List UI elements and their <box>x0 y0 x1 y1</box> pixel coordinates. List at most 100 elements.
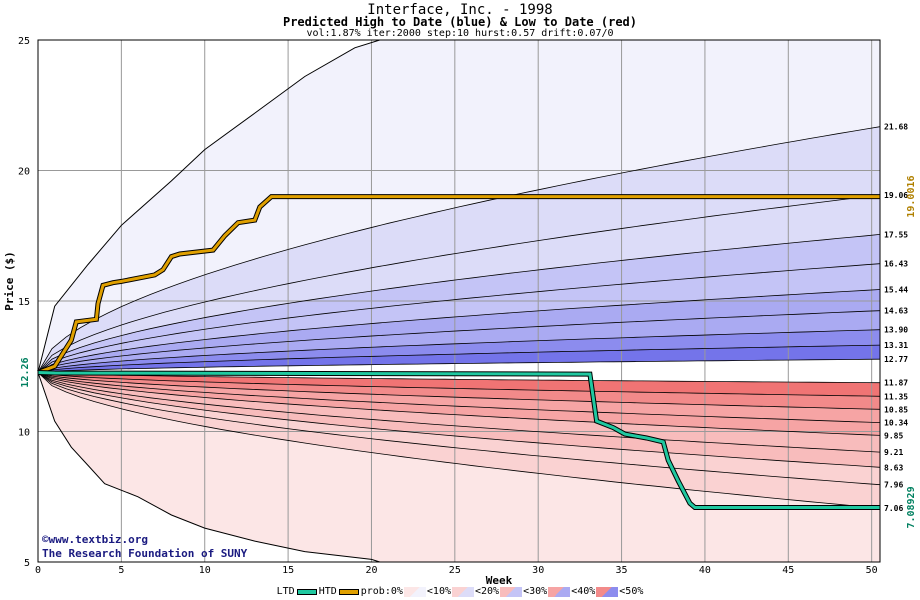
legend-prob-label: prob:0% <box>360 586 403 597</box>
credit-organization: The Research Foundation of SUNY <box>42 547 248 560</box>
series-lines <box>37 194 880 510</box>
legend-box-40 <box>596 586 619 597</box>
band-boundary-4 <box>37 289 881 373</box>
envelope-curves <box>37 39 881 563</box>
y-tick-label-5: 5 <box>24 558 30 569</box>
band-low-5 <box>38 372 880 468</box>
legend-level-30: <30% <box>523 586 548 597</box>
x-tick-label-35: 35 <box>616 565 628 576</box>
end-label-3: 16.43 <box>884 260 908 269</box>
band-high-0 <box>38 345 880 373</box>
end-label-14: 9.21 <box>884 448 903 457</box>
htd-final-label: 19.0016 <box>906 175 917 217</box>
chart-subtitle: Predicted High to Date (blue) & Low to D… <box>282 15 637 29</box>
end-label-2: 17.55 <box>884 230 908 239</box>
band-high-4 <box>38 263 880 373</box>
band-boundary-12 <box>37 372 881 423</box>
band-boundary-17 <box>37 372 881 509</box>
band-boundary-3 <box>37 310 881 373</box>
legend-ltd-swatch <box>296 588 317 595</box>
ltd-final-label: 7.08929 <box>906 486 917 528</box>
end-labels: 21.68 19.06 17.55 16.43 15.44 14.63 13.90 13.31… <box>884 123 917 529</box>
band-low-0 <box>38 372 880 397</box>
legend-level-10: <10% <box>426 586 451 597</box>
band-boundary-10 <box>37 372 881 397</box>
legend-level-50: <50% <box>619 586 644 597</box>
end-label-9: 11.87 <box>884 379 908 388</box>
x-axis-label: Week <box>486 574 513 587</box>
x-tick-label-40: 40 <box>699 565 711 576</box>
chart-title: Interface, Inc. - 1998 <box>367 2 553 18</box>
end-label-13: 9.85 <box>884 431 903 440</box>
x-tick-label-50: 50 <box>866 565 878 576</box>
x-tick-label-5: 5 <box>118 565 124 576</box>
band-high-2 <box>38 310 880 373</box>
envelope-lower-mask <box>38 372 380 562</box>
legend-box-10 <box>452 586 474 597</box>
band-boundary-15 <box>37 372 881 468</box>
band-upper-outer <box>38 40 880 373</box>
band-boundary-13 <box>37 372 881 436</box>
start-price-label: 12.26 <box>20 357 31 387</box>
legend-htd-swatch <box>338 588 359 595</box>
end-label-16: 7.96 <box>884 481 903 490</box>
end-label-8: 12.77 <box>884 355 908 364</box>
credit-url: ©www.textbiz.org <box>42 533 148 546</box>
legend-box-0 <box>403 586 426 597</box>
x-tick-label-25: 25 <box>449 565 461 576</box>
end-label-17: 7.06 <box>884 504 903 513</box>
end-label-12: 10.34 <box>884 419 908 428</box>
band-high-7 <box>38 126 880 373</box>
band-boundary-16 <box>37 372 881 486</box>
x-tick-label-45: 45 <box>782 565 794 576</box>
band-high-3 <box>38 289 880 373</box>
end-label-5: 14.63 <box>884 307 908 316</box>
band-high-6 <box>38 195 880 373</box>
end-label-10: 11.35 <box>884 392 908 401</box>
legend: LTD HTD prob:0% <10% <20% <30% <40% <50% <box>0 586 920 597</box>
envelope-upper <box>37 39 380 373</box>
band-boundary-0 <box>37 358 881 373</box>
band-high-5 <box>38 234 880 373</box>
y-axis-label: Price ($) <box>3 251 16 311</box>
end-label-1: 19.06 <box>884 191 908 200</box>
x-tick-label-30: 30 <box>532 565 544 576</box>
end-label-15: 8.63 <box>884 463 903 472</box>
band-boundary-1 <box>37 344 881 373</box>
x-tick-label-20: 20 <box>365 565 377 576</box>
band-low-1 <box>38 372 880 410</box>
x-tick-label-10: 10 <box>199 565 211 576</box>
band-boundary-5 <box>37 263 881 373</box>
band-low-7 <box>38 372 880 509</box>
band-boundary-7 <box>37 194 881 373</box>
band-boundary-6 <box>37 234 881 373</box>
y-tick-label-15: 15 <box>18 297 30 308</box>
x-tick-label-15: 15 <box>282 565 294 576</box>
end-label-4: 15.44 <box>884 286 908 295</box>
band-boundary-9 <box>37 372 881 384</box>
ltd-line <box>37 371 880 509</box>
legend-box-20 <box>500 586 523 597</box>
legend-level-40: <40% <box>571 586 596 597</box>
band-boundary-14 <box>37 372 881 453</box>
legend-ltd-label: LTD <box>276 586 295 597</box>
end-label-11: 10.85 <box>884 405 908 414</box>
htd-line <box>37 195 880 374</box>
end-label-7: 13.31 <box>884 341 908 350</box>
band-boundary-8 <box>37 126 881 373</box>
band-boundary-2 <box>37 329 881 373</box>
grid-lines <box>38 40 880 562</box>
plot-frame <box>37 39 881 563</box>
legend-box-30 <box>548 586 571 597</box>
y-tick-label-10: 10 <box>18 428 30 439</box>
y-tick-label-20: 20 <box>18 167 30 178</box>
envelope-upper-mask <box>38 40 380 373</box>
band-low-3 <box>38 372 880 436</box>
x-tick-label-0: 0 <box>35 565 41 576</box>
band-high-1 <box>38 329 880 373</box>
legend-level-20: <20% <box>475 586 500 597</box>
end-label-6: 13.90 <box>884 326 908 335</box>
chart-parameters: vol:1.87% iter:2000 step:10 hurst:0.57 d… <box>306 28 614 39</box>
band-boundary-11 <box>37 372 881 410</box>
